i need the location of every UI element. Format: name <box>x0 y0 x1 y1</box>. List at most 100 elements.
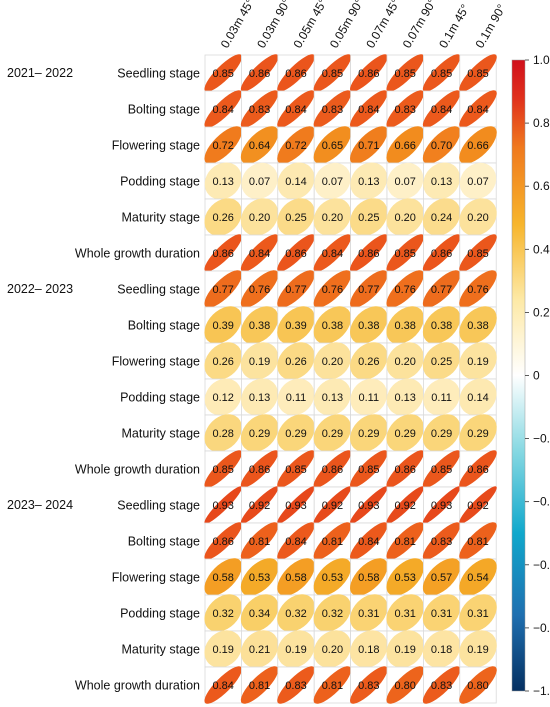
correlation-ellipse <box>386 306 424 344</box>
correlation-ellipse <box>277 630 315 668</box>
colorbar-tick-label: 0.6 <box>533 179 550 193</box>
correlation-ellipse <box>277 90 315 128</box>
cell-value-label: 0.84 <box>285 104 306 116</box>
colorbar-tick-label: 0.8 <box>533 116 550 130</box>
correlation-ellipse <box>240 54 279 92</box>
cell-value-label: 0.84 <box>285 536 306 548</box>
correlation-ellipse <box>386 450 424 488</box>
cell-value-label: 0.39 <box>285 320 306 332</box>
cell-value-label: 0.81 <box>249 680 270 692</box>
cell-value-label: 0.38 <box>431 320 452 332</box>
cell-value-label: 0.72 <box>285 140 306 152</box>
cell-value-label: 0.20 <box>467 212 488 224</box>
correlation-ellipse <box>386 270 424 308</box>
cell-value-label: 0.13 <box>249 392 270 404</box>
correlation-ellipse <box>204 630 242 668</box>
correlation-ellipse <box>277 54 315 92</box>
cell-value-label: 0.81 <box>322 536 343 548</box>
correlation-ellipse <box>459 90 497 128</box>
cell-value-label: 0.92 <box>467 500 488 512</box>
cell-value-label: 0.34 <box>249 608 270 620</box>
row-label: Bolting stage <box>128 103 200 117</box>
cell-value-label: 0.93 <box>358 500 379 512</box>
cell-value-label: 0.12 <box>212 392 233 404</box>
cell-value-label: 0.21 <box>249 644 270 656</box>
correlation-ellipse <box>459 162 497 200</box>
colorbar-tick-label: 0 <box>533 369 540 383</box>
cell-value-label: 0.20 <box>322 212 343 224</box>
cell-value-label: 0.83 <box>431 536 452 548</box>
correlation-ellipse <box>204 270 242 308</box>
correlation-ellipse <box>350 162 388 200</box>
cell-value-label: 0.81 <box>322 680 343 692</box>
correlation-ellipse <box>386 378 424 416</box>
column-label: 0.03m 90° <box>254 0 294 51</box>
colorbar-tick-label: −1.0 <box>533 684 550 698</box>
cell-value-label: 0.84 <box>358 536 379 548</box>
row-label: Whole growth duration <box>75 463 200 477</box>
correlation-ellipse <box>313 558 352 596</box>
correlation-ellipse <box>422 270 461 308</box>
row-label: Podding stage <box>120 391 200 405</box>
colorbar-tick-label: 1.0 <box>533 53 550 67</box>
correlation-ellipse <box>386 558 424 596</box>
cell-value-label: 0.80 <box>467 680 488 692</box>
heatmap-grid: 0.85 0.86 0.86 0.85 0.86 0.85 0.85 0.85 0.84 0.83… <box>204 54 497 704</box>
cell-value-label: 0.83 <box>285 680 306 692</box>
correlation-ellipse <box>459 486 497 524</box>
cell-value-label: 0.77 <box>431 284 452 296</box>
correlation-ellipse <box>204 558 242 596</box>
correlation-ellipse <box>313 198 352 236</box>
cell-value-label: 0.38 <box>358 320 379 332</box>
row-label: Bolting stage <box>128 535 200 549</box>
correlation-ellipse <box>386 414 424 452</box>
row-labels: Seedling stage Bolting stage Flowering sta… <box>75 67 200 693</box>
column-label: 0.05m 90° <box>327 0 367 51</box>
colorbar-tick-label: −0.4 <box>533 495 550 509</box>
correlation-ellipse <box>240 198 279 236</box>
correlation-ellipse <box>459 54 497 92</box>
cell-value-label: 0.93 <box>285 500 306 512</box>
correlation-ellipse <box>313 666 352 704</box>
cell-value-label: 0.72 <box>212 140 233 152</box>
column-label: 0.05m 45° <box>290 0 330 51</box>
cell-value-label: 0.93 <box>212 500 233 512</box>
row-label: Bolting stage <box>128 319 200 333</box>
cell-value-label: 0.77 <box>285 284 306 296</box>
cell-value-label: 0.84 <box>322 248 343 260</box>
cell-value-label: 0.86 <box>322 464 343 476</box>
row-label: Flowering stage <box>112 355 200 369</box>
correlation-ellipse <box>422 306 461 344</box>
correlation-ellipse <box>314 162 351 200</box>
correlation-ellipse <box>204 162 242 200</box>
cell-value-label: 0.31 <box>431 608 452 620</box>
correlation-ellipse <box>350 54 388 92</box>
correlation-ellipse <box>459 450 497 488</box>
cell-value-label: 0.14 <box>467 392 488 404</box>
cell-value-label: 0.81 <box>249 536 270 548</box>
cell-value-label: 0.76 <box>467 284 488 296</box>
correlation-ellipse <box>386 486 424 524</box>
correlation-ellipse <box>277 198 315 236</box>
correlation-ellipse <box>204 306 242 344</box>
cell-value-label: 0.39 <box>212 320 233 332</box>
correlation-ellipse <box>313 234 352 272</box>
cell-value-label: 0.86 <box>394 464 415 476</box>
correlation-ellipse <box>459 594 497 632</box>
group-label: 2022– 2023 <box>7 282 73 296</box>
cell-value-label: 0.83 <box>249 104 270 116</box>
colorbar-tick-label: 0.2 <box>533 305 550 319</box>
correlation-ellipse <box>204 378 242 416</box>
cell-value-label: 0.29 <box>358 428 379 440</box>
correlation-ellipse <box>240 666 279 704</box>
correlation-ellipse <box>241 378 279 416</box>
cell-value-label: 0.66 <box>394 140 415 152</box>
cell-value-label: 0.07 <box>249 176 270 188</box>
correlation-ellipse <box>204 486 242 524</box>
correlation-ellipse <box>350 126 388 164</box>
correlation-ellipse <box>386 666 424 704</box>
correlation-ellipse <box>350 378 388 416</box>
colorbar-tick-label: 0.4 <box>533 242 550 256</box>
correlation-ellipse <box>386 162 424 200</box>
column-label: 0.1m 45° <box>436 2 472 51</box>
